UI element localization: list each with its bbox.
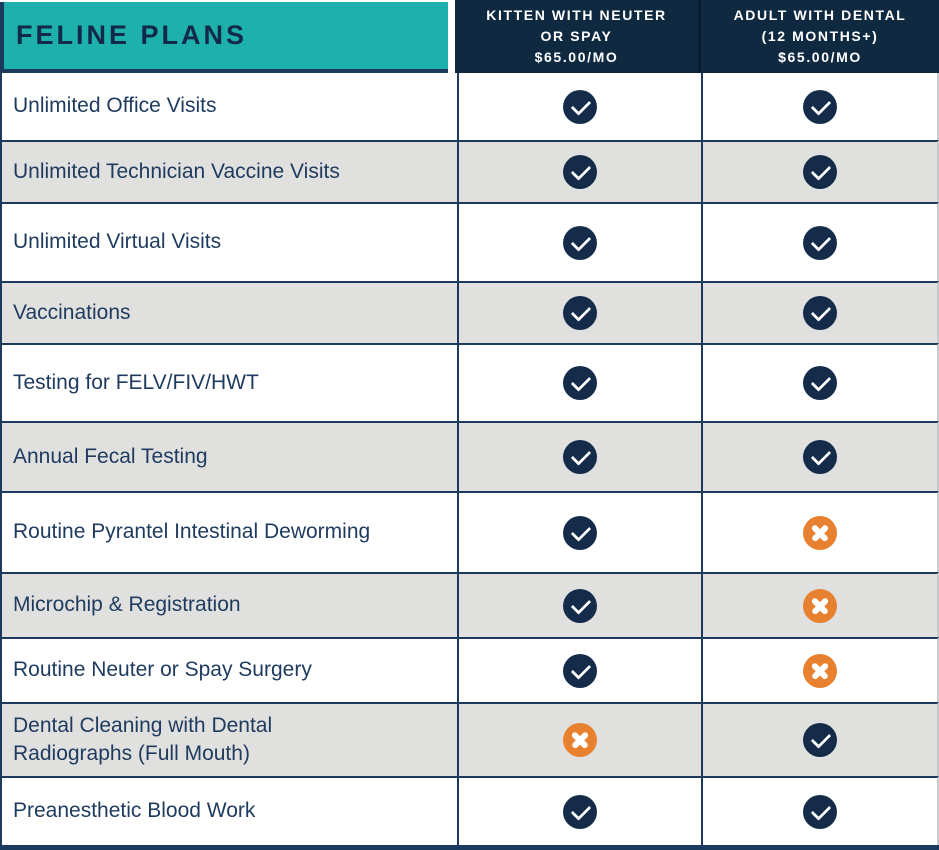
feature-label: Preanesthetic Blood Work xyxy=(13,799,256,823)
adult-plan-value-cell xyxy=(701,345,937,421)
check-icon xyxy=(563,225,597,260)
feature-label: Microchip & Registration xyxy=(13,593,241,617)
table-row: Vaccinations xyxy=(0,281,939,343)
check-icon xyxy=(803,366,837,400)
adult-plan-value-cell xyxy=(701,204,937,281)
table-row: Annual Fecal Testing xyxy=(0,421,939,491)
adult-plan-value-cell xyxy=(701,778,937,845)
kitten-plan-value-cell xyxy=(457,423,701,491)
feature-label: Unlimited Technician Vaccine Visits xyxy=(13,159,340,183)
kitten-plan-value-cell xyxy=(457,283,701,343)
table-row: Unlimited Virtual Visits xyxy=(0,202,939,281)
table-row: Testing for FELV/FIV/HWT xyxy=(0,343,939,421)
feature-cell: Routine Pyrantel Intestinal Deworming xyxy=(2,493,457,572)
adult-plan-value-cell xyxy=(701,283,937,343)
feature-label: Vaccinations xyxy=(13,300,131,324)
adult-plan-value-cell xyxy=(701,73,937,140)
feature-cell: Unlimited Virtual Visits xyxy=(2,204,457,281)
check-icon xyxy=(563,366,597,400)
check-icon xyxy=(803,89,837,124)
feature-label: Dental Cleaning with Dental Radiographs … xyxy=(13,713,273,765)
check-icon xyxy=(563,794,597,829)
feature-label: Annual Fecal Testing xyxy=(13,444,208,468)
adult-plan-value-cell xyxy=(701,574,937,637)
check-icon xyxy=(563,440,597,474)
table-row: Routine Pyrantel Intestinal Deworming xyxy=(0,491,939,572)
check-icon xyxy=(803,155,837,189)
check-icon xyxy=(803,225,837,260)
table-row: Routine Neuter or Spay Surgery xyxy=(0,637,939,702)
kitten-plan-value-cell xyxy=(457,204,701,281)
cross-icon xyxy=(563,723,597,757)
check-icon xyxy=(803,723,837,757)
plan-price: $65.00/MO xyxy=(778,49,862,65)
kitten-plan-value-cell xyxy=(457,493,701,572)
plan-name-line: (12 MONTHS+) xyxy=(761,28,879,44)
kitten-plan-value-cell xyxy=(457,574,701,637)
kitten-plan-value-cell xyxy=(457,73,701,140)
table-row: Preanesthetic Blood Work xyxy=(0,776,939,845)
check-icon xyxy=(803,296,837,330)
check-icon xyxy=(563,89,597,124)
cross-icon xyxy=(803,653,837,688)
plan-name-line: OR SPAY xyxy=(540,28,613,44)
check-icon xyxy=(563,588,597,623)
feature-cell: Testing for FELV/FIV/HWT xyxy=(2,345,457,421)
check-icon xyxy=(563,653,597,688)
check-icon xyxy=(563,296,597,330)
kitten-plan-value-cell xyxy=(457,778,701,845)
feature-cell: Dental Cleaning with Dental Radiographs … xyxy=(2,704,457,776)
feature-label: Routine Pyrantel Intestinal Deworming xyxy=(13,520,371,544)
plan-price: $65.00/MO xyxy=(534,49,619,65)
feature-cell: Microchip & Registration xyxy=(2,574,457,637)
kitten-plan-value-cell xyxy=(457,142,701,202)
feature-cell: Preanesthetic Blood Work xyxy=(2,778,457,845)
check-icon xyxy=(563,155,597,189)
feature-cell: Vaccinations xyxy=(2,283,457,343)
table-header: FELINE PLANS KITTEN WITH NEUTER OR SPAY … xyxy=(0,0,939,73)
header-gap xyxy=(448,0,455,73)
feature-cell: Unlimited Office Visits xyxy=(2,73,457,140)
adult-plan-value-cell xyxy=(701,423,937,491)
check-icon xyxy=(803,440,837,474)
adult-plan-value-cell xyxy=(701,704,937,776)
feature-label: Routine Neuter or Spay Surgery xyxy=(13,658,312,682)
feature-cell: Routine Neuter or Spay Surgery xyxy=(2,639,457,702)
table-row: Unlimited Office Visits xyxy=(0,73,939,140)
table-title-cell: FELINE PLANS xyxy=(0,2,448,73)
adult-plan-value-cell xyxy=(701,142,937,202)
adult-plan-value-cell xyxy=(701,639,937,702)
table-row: Dental Cleaning with Dental Radiographs … xyxy=(0,702,939,776)
table-row: Microchip & Registration xyxy=(0,572,939,637)
cross-icon xyxy=(803,588,837,623)
feature-label: Testing for FELV/FIV/HWT xyxy=(13,370,259,394)
page-title: FELINE PLANS xyxy=(16,20,248,50)
adult-plan-value-cell xyxy=(701,493,937,572)
feature-cell: Annual Fecal Testing xyxy=(2,423,457,491)
column-header-adult-plan: ADULT WITH DENTAL (12 MONTHS+) $65.00/MO xyxy=(698,0,939,73)
table-body: Unlimited Office Visits Unlimited Techni… xyxy=(0,73,939,845)
check-icon xyxy=(803,794,837,829)
column-header-kitten-plan: KITTEN WITH NEUTER OR SPAY $65.00/MO xyxy=(455,0,698,73)
table-row: Unlimited Technician Vaccine Visits xyxy=(0,140,939,202)
feature-label: Unlimited Virtual Visits xyxy=(13,230,222,254)
feature-label: Unlimited Office Visits xyxy=(13,94,217,118)
plan-name-line: ADULT WITH DENTAL xyxy=(733,7,907,23)
kitten-plan-value-cell xyxy=(457,704,701,776)
kitten-plan-value-cell xyxy=(457,639,701,702)
feature-cell: Unlimited Technician Vaccine Visits xyxy=(2,142,457,202)
check-icon xyxy=(563,515,597,550)
cross-icon xyxy=(803,515,837,550)
plan-name-line: KITTEN WITH NEUTER xyxy=(486,7,667,23)
kitten-plan-value-cell xyxy=(457,345,701,421)
